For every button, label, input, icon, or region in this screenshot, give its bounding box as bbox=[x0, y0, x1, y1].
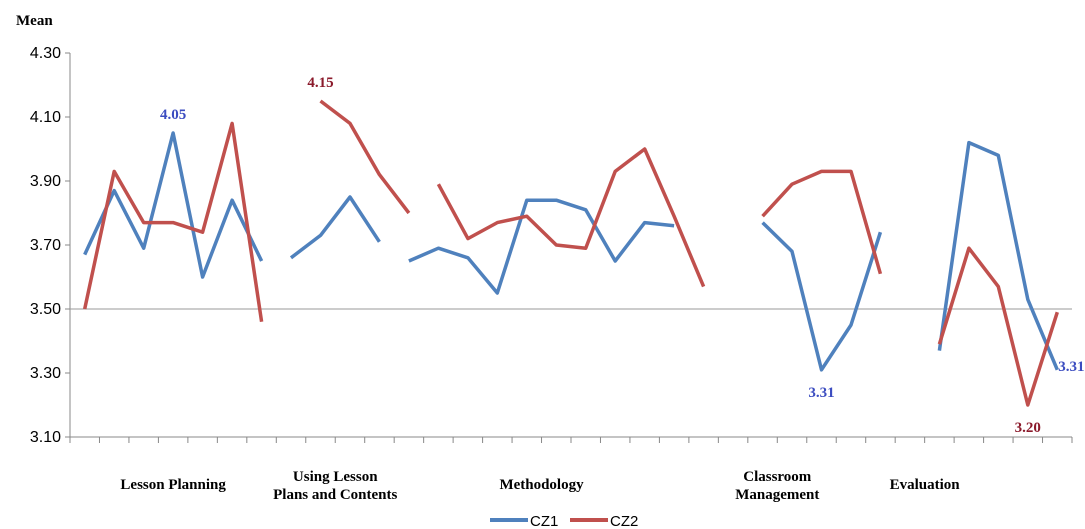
legend-label-cz1: CZ1 bbox=[530, 513, 558, 529]
series-line-cz1 bbox=[289, 195, 381, 260]
data-label: 3.20 bbox=[1015, 420, 1041, 436]
y-tick-label: 3.50 bbox=[30, 301, 61, 318]
category-label: Plans and Contents bbox=[273, 487, 397, 503]
data-label: 3.31 bbox=[1058, 359, 1084, 375]
category-labels: Lesson Planning Using Lesson Plans and Con… bbox=[120, 469, 960, 503]
y-tick-label: 3.30 bbox=[30, 365, 61, 382]
series-layer bbox=[82, 99, 1059, 407]
category-label: Evaluation bbox=[890, 477, 961, 493]
series-line-cz2 bbox=[319, 99, 411, 215]
data-annotations: 4.05 4.15 3.31 3.20 3.31 bbox=[160, 75, 1084, 436]
series-line-cz2 bbox=[761, 169, 883, 275]
category-label: Methodology bbox=[499, 477, 584, 493]
category-label: Management bbox=[735, 487, 819, 503]
data-label: 4.15 bbox=[307, 75, 333, 91]
x-axis bbox=[69, 436, 1073, 443]
data-label: 4.05 bbox=[160, 107, 186, 123]
category-label: Lesson Planning bbox=[120, 477, 226, 493]
series-line-cz1 bbox=[937, 140, 1059, 371]
legend: CZ1 CZ2 bbox=[490, 513, 638, 529]
category-label: Using Lesson bbox=[293, 469, 378, 485]
series-line-cz2 bbox=[82, 121, 264, 323]
y-tick-label: 3.10 bbox=[30, 429, 61, 446]
y-tick-label: 4.10 bbox=[30, 109, 61, 126]
y-tick-label: 3.70 bbox=[30, 237, 61, 254]
data-label: 3.31 bbox=[808, 385, 834, 401]
series-line-cz1 bbox=[408, 198, 675, 295]
series-line-cz2 bbox=[937, 246, 1059, 407]
series-line-cz1 bbox=[83, 131, 264, 279]
y-axis-ticks: 3.10 3.30 3.50 3.70 3.90 4.10 4.30 bbox=[30, 45, 71, 446]
series-line-cz1 bbox=[761, 221, 883, 372]
legend-label-cz2: CZ2 bbox=[610, 513, 638, 529]
y-tick-label: 4.30 bbox=[30, 45, 61, 62]
y-axis-title: Mean bbox=[16, 13, 53, 29]
category-label: Classroom bbox=[743, 469, 812, 485]
y-tick-label: 3.90 bbox=[30, 173, 61, 190]
series-line-cz2 bbox=[436, 147, 706, 288]
